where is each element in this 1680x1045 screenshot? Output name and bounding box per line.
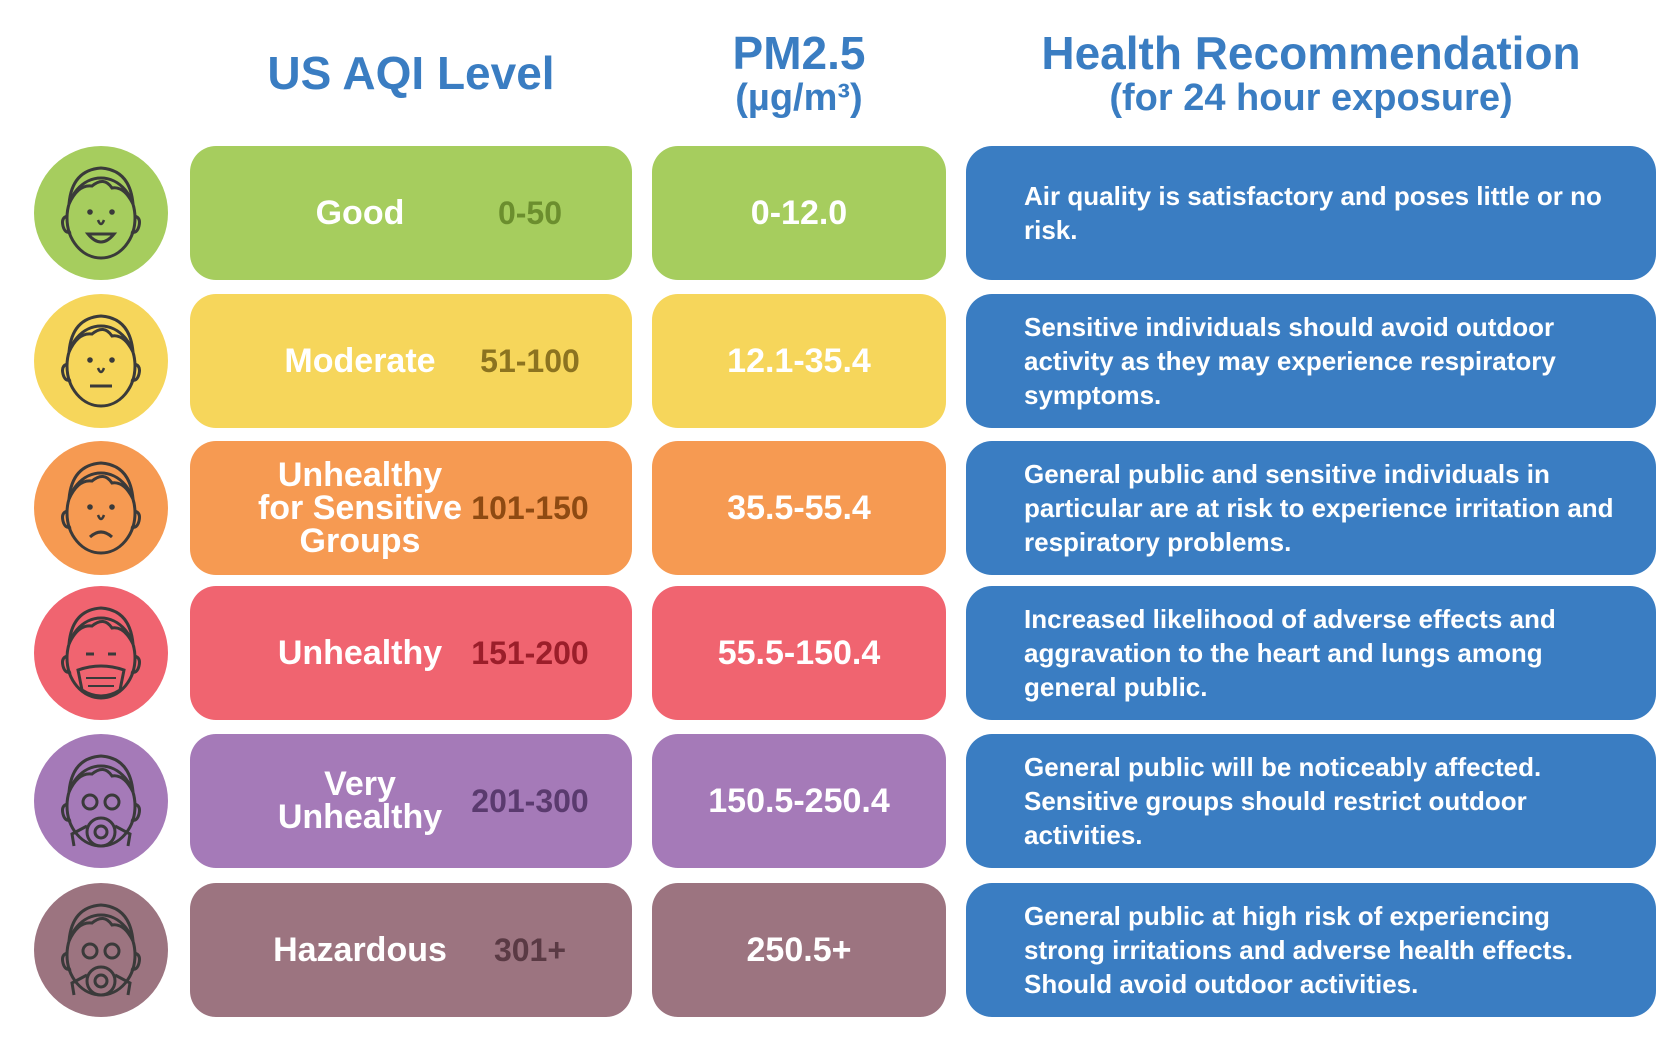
pm25-header: PM2.5 (µg/m³) [652,28,946,118]
neutral-face-icon [34,294,168,428]
happy-face-icon [34,146,168,280]
aqi-row: Moderate 51-100 12.1-35.4 Sensitive individ… [0,294,1680,428]
health-recommendation-header: Health Recommendation (for 24 hour expos… [966,28,1656,118]
aqi-level-header: US AQI Level [190,48,632,98]
aqi-level-name-line: Hazardous [273,930,447,969]
health-recommendation: General public at high risk of experienc… [966,883,1656,1017]
aqi-level-name-line: Moderate [284,341,436,380]
aqi-level-name: Unhealthy [210,586,510,720]
face-mask-icon [34,586,168,720]
aqi-level-cell: Hazardous 301+ [190,883,632,1017]
pm25-range: 12.1-35.4 [652,294,946,428]
aqi-row: Unhealthy for Sensitive Groups 101-150 35.5-… [0,441,1680,575]
health-recommendation: Increased likelihood of adverse effects … [966,586,1656,720]
pm25-range: 55.5-150.4 [652,586,946,720]
aqi-level-name-line: Very [324,765,396,803]
aqi-range: 151-200 [471,634,589,671]
aqi-level-name-line: for Sensitive [257,488,463,527]
aqi-level-name-line: Groups [299,521,421,560]
health-recommendation-text: Air quality is satisfactory and poses li… [1024,181,1602,245]
health-recommendation: General public will be noticeably affect… [966,734,1656,868]
health-recommendation: Sensitive individuals should avoid outdo… [966,294,1656,428]
aqi-level-cell: Moderate 51-100 [190,294,632,428]
pm25-range: 0-12.0 [652,146,946,280]
aqi-range: 201-300 [471,782,589,819]
aqi-range: 101-150 [471,489,589,526]
gas-mask-face-icon [34,883,168,1017]
health-recommendation-text: Sensitive individuals should avoid outdo… [1024,312,1556,410]
aqi-range: 301+ [493,931,567,968]
pm25-header-title: PM2.5 [732,27,866,79]
aqi-level-name: Unhealthy for Sensitive Groups [210,441,510,575]
aqi-level-name: Good [210,146,510,280]
sad-face-icon [34,441,168,575]
aqi-level-name: Hazardous [210,883,510,1017]
aqi-level-name-line: Good [315,193,405,232]
aqi-row: Hazardous 301+ 250.5+ General public at hig… [0,883,1680,1017]
aqi-level-name-line: Unhealthy [277,798,443,836]
health-header-subtitle: (for 24 hour exposure) [1109,77,1513,119]
aqi-level-cell: Very Unhealthy 201-300 [190,734,632,868]
health-recommendation: Air quality is satisfactory and poses li… [966,146,1656,280]
aqi-range: 0-50 [497,194,563,231]
aqi-level-name: Moderate [210,294,510,428]
pm25-range: 150.5-250.4 [652,734,946,868]
health-recommendation: General public and sensitive individuals… [966,441,1656,575]
aqi-level-cell: Unhealthy for Sensitive Groups 101-150 [190,441,632,575]
respirator-face-icon [34,734,168,868]
health-recommendation-text: General public will be noticeably affect… [1024,752,1542,850]
health-recommendation-text: General public and sensitive individuals… [1024,459,1614,557]
health-recommendation-text: Increased likelihood of adverse effects … [1024,604,1556,702]
aqi-level-name-line: Unhealthy [277,455,443,494]
pm25-range: 250.5+ [652,883,946,1017]
aqi-level-header-text: US AQI Level [267,47,555,99]
aqi-row: Good 0-50 0-12.0 Air quality is satisfactor… [0,146,1680,280]
aqi-level-cell: Unhealthy 151-200 [190,586,632,720]
aqi-range: 51-100 [480,342,580,379]
aqi-level-name-line: Unhealthy [277,633,443,672]
aqi-level-name: Very Unhealthy [210,734,510,868]
aqi-row: Very Unhealthy 201-300 150.5-250.4 General p… [0,734,1680,868]
aqi-row: Unhealthy 151-200 55.5-150.4 Increased like… [0,586,1680,720]
aqi-level-cell: Good 0-50 [190,146,632,280]
pm25-range: 35.5-55.4 [652,441,946,575]
health-recommendation-text: General public at high risk of experienc… [1024,901,1574,999]
pm25-header-unit: (µg/m³) [735,77,863,119]
health-header-title: Health Recommendation [1041,27,1581,79]
